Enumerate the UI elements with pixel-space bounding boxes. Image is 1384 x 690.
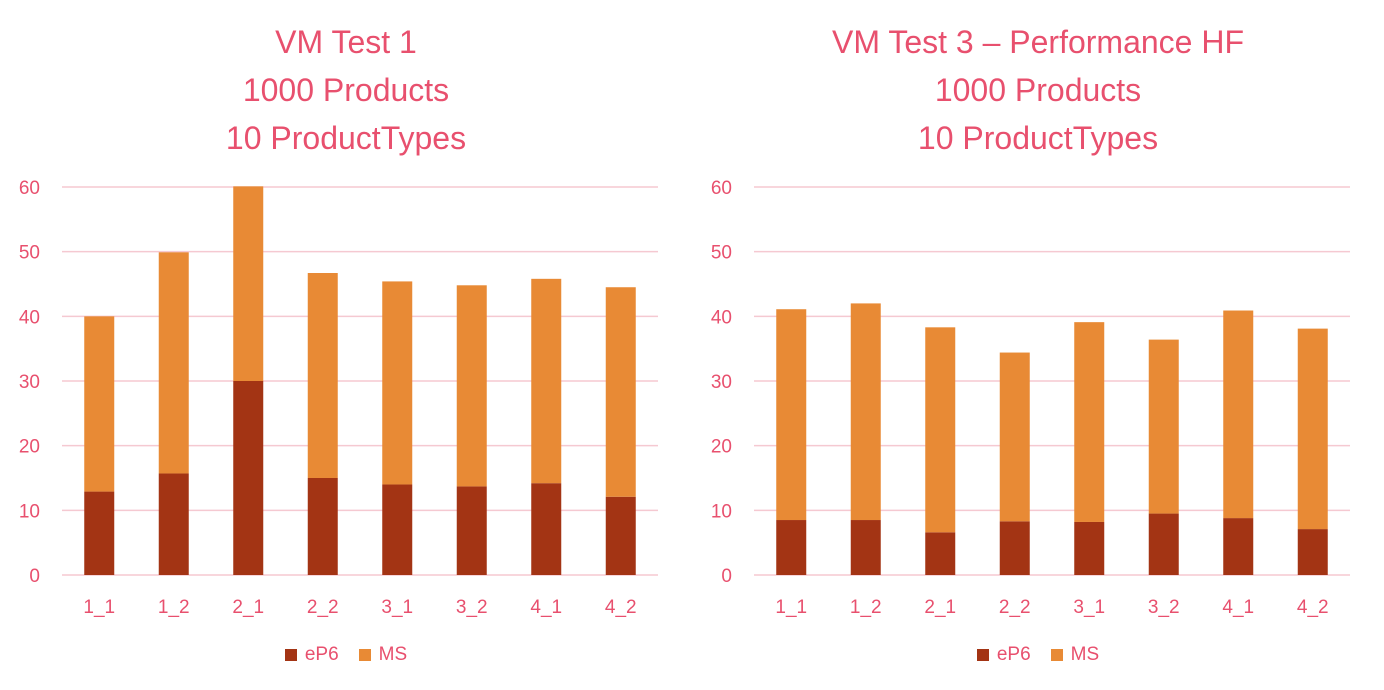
bar-ms-1_1	[84, 316, 115, 492]
bar-ms-2_2	[307, 273, 338, 478]
bar-ep6-3_2	[456, 486, 487, 575]
x-tick-label: 1_2	[158, 597, 190, 618]
x-tick-label: 4_2	[605, 597, 637, 618]
bar-ep6-1_1	[776, 520, 807, 575]
x-tick-label: 3_1	[1073, 597, 1105, 618]
legend: eP6 MS	[692, 644, 1384, 666]
y-tick-label: 0	[721, 566, 732, 587]
x-tick-label: 4_2	[1297, 597, 1329, 618]
legend-swatch-ms	[1050, 649, 1063, 661]
legend-label-ep6: eP6	[996, 644, 1031, 665]
legend-label-ep6: eP6	[304, 644, 339, 665]
bar-ms-4_1	[1223, 310, 1254, 519]
chart-title: VM Test 3 – Performance HF 1000 Products…	[692, 18, 1384, 162]
chart-title-line-1: VM Test 1	[275, 24, 417, 60]
x-tick-label: 4_1	[530, 597, 562, 618]
bar-ms-3_2	[456, 285, 487, 487]
chart-title-line-3: 10 ProductTypes	[225, 120, 467, 156]
x-tick-label: 2_1	[924, 597, 956, 618]
bar-ms-3_1	[382, 281, 413, 485]
bar-ms-3_2	[1148, 339, 1179, 514]
legend-item-ms: MS	[358, 644, 408, 666]
y-tick-label: 40	[19, 307, 40, 328]
x-tick-label: 4_1	[1222, 597, 1254, 618]
y-tick-label: 50	[711, 243, 732, 264]
x-tick-label: 1_2	[850, 597, 882, 618]
bar-ms-1_2	[158, 252, 189, 474]
chart-title-line-1: VM Test 3 – Performance HF	[832, 24, 1244, 60]
y-tick-label: 30	[711, 372, 732, 393]
bar-ms-2_1	[925, 327, 956, 533]
bar-ms-1_2	[850, 303, 881, 521]
bar-ep6-4_1	[531, 483, 562, 575]
x-tick-label: 2_2	[307, 597, 339, 618]
chart-title-line-3: 10 ProductTypes	[917, 120, 1159, 156]
bar-ep6-4_1	[1223, 518, 1254, 575]
legend-label-ms: MS	[378, 644, 408, 665]
y-tick-label: 50	[19, 243, 40, 264]
chart-vm-test-3: VM Test 3 – Performance HF 1000 Products…	[692, 0, 1384, 690]
plot-area: 0 10 20 30 40 50 60 1_1 1_2 2_1 2_2 3_1 3_2 4_1 4_2	[19, 178, 658, 618]
x-tick-label: 3_2	[456, 597, 488, 618]
y-tick-label: 60	[711, 178, 732, 199]
legend-item-ep6: eP6	[976, 644, 1031, 666]
bar-ms-3_1	[1074, 322, 1105, 522]
bar-ep6-3_1	[1074, 521, 1105, 575]
chart-vm-test-1: VM Test 1 1000 Products 10 ProductTypes …	[0, 18, 692, 666]
y-tick-label: 30	[19, 372, 40, 393]
chart-title-line-2: 1000 Products	[934, 72, 1142, 108]
legend-swatch-ep6	[976, 649, 989, 661]
y-tick-label: 10	[711, 501, 732, 522]
legend: eP6 MS	[0, 644, 692, 666]
bar-ep6-3_2	[1148, 513, 1179, 575]
bar-ep6-2_2	[999, 521, 1030, 575]
x-tick-label: 1_1	[83, 597, 115, 618]
bar-ms-4_2	[1297, 328, 1328, 530]
y-tick-label: 20	[711, 437, 732, 458]
bar-ep6-2_1	[925, 532, 956, 575]
bar-ep6-4_2	[605, 496, 636, 575]
bar-ms-2_2	[999, 352, 1030, 522]
y-tick-label: 20	[19, 437, 40, 458]
x-tick-label: 2_1	[232, 597, 264, 618]
bar-ms-1_1	[776, 309, 807, 521]
y-tick-label: 40	[711, 307, 732, 328]
y-tick-label: 60	[19, 178, 40, 199]
bar-ep6-1_2	[850, 520, 881, 575]
bar-ms-2_1	[233, 186, 264, 381]
y-tick-label: 0	[29, 566, 40, 587]
bar-ms-4_2	[605, 287, 636, 497]
legend-label-ms: MS	[1070, 644, 1100, 665]
legend-swatch-ep6	[284, 649, 297, 661]
bar-ep6-4_2	[1297, 529, 1328, 575]
x-tick-label: 2_2	[999, 597, 1031, 618]
x-tick-label: 3_2	[1148, 597, 1180, 618]
bar-ep6-1_1	[84, 491, 115, 575]
bar-ep6-1_2	[158, 473, 189, 575]
bar-ep6-3_1	[382, 484, 413, 575]
plot-area: 0 10 20 30 40 50 60 1_1 1_2 2_1 2_2 3_1 3_2 4_1 4_2	[711, 178, 1350, 618]
x-tick-label: 3_1	[381, 597, 413, 618]
legend-item-ms: MS	[1050, 644, 1100, 666]
bar-ep6-2_2	[307, 478, 338, 575]
x-tick-label: 1_1	[775, 597, 807, 618]
chart-title: VM Test 1 1000 Products 10 ProductTypes	[0, 18, 692, 162]
legend-swatch-ms	[358, 649, 371, 661]
chart-title-line-2: 1000 Products	[242, 72, 450, 108]
bar-ep6-2_1	[233, 381, 264, 575]
legend-item-ep6: eP6	[284, 644, 339, 666]
y-tick-label: 10	[19, 501, 40, 522]
bar-ms-4_1	[531, 278, 562, 484]
